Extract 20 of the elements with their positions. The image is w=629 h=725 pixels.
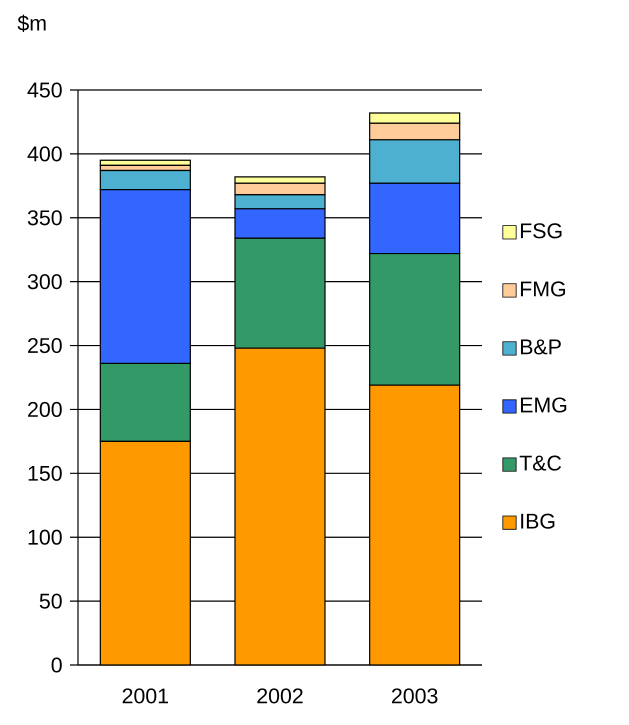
y-tick-label: 200 bbox=[28, 402, 62, 417]
legend-label: IBG bbox=[521, 514, 554, 529]
y-tick-label: 450 bbox=[28, 82, 62, 98]
legend-label: T&C bbox=[520, 456, 562, 471]
y-tick-label: 350 bbox=[28, 210, 62, 226]
legend-label: FSG bbox=[520, 223, 562, 238]
x-tick-label: 2001 bbox=[122, 688, 168, 704]
x-tick-label: 2003 bbox=[392, 688, 438, 704]
y-tick-label: 50 bbox=[40, 594, 62, 609]
y-tick-label: 0 bbox=[52, 657, 62, 673]
legend-label: EMG bbox=[520, 397, 566, 413]
y-axis-title: $m bbox=[18, 14, 46, 32]
x-tick-label: 2002 bbox=[257, 688, 303, 704]
y-tick-label: 400 bbox=[28, 146, 62, 162]
y-tick-label: 250 bbox=[28, 338, 62, 354]
y-tick-label: 100 bbox=[28, 530, 62, 545]
legend-label: B&P bbox=[520, 339, 561, 354]
legend-label: FMG bbox=[520, 281, 566, 296]
y-tick-label: 300 bbox=[28, 274, 62, 290]
y-tick-label: 150 bbox=[28, 466, 62, 481]
